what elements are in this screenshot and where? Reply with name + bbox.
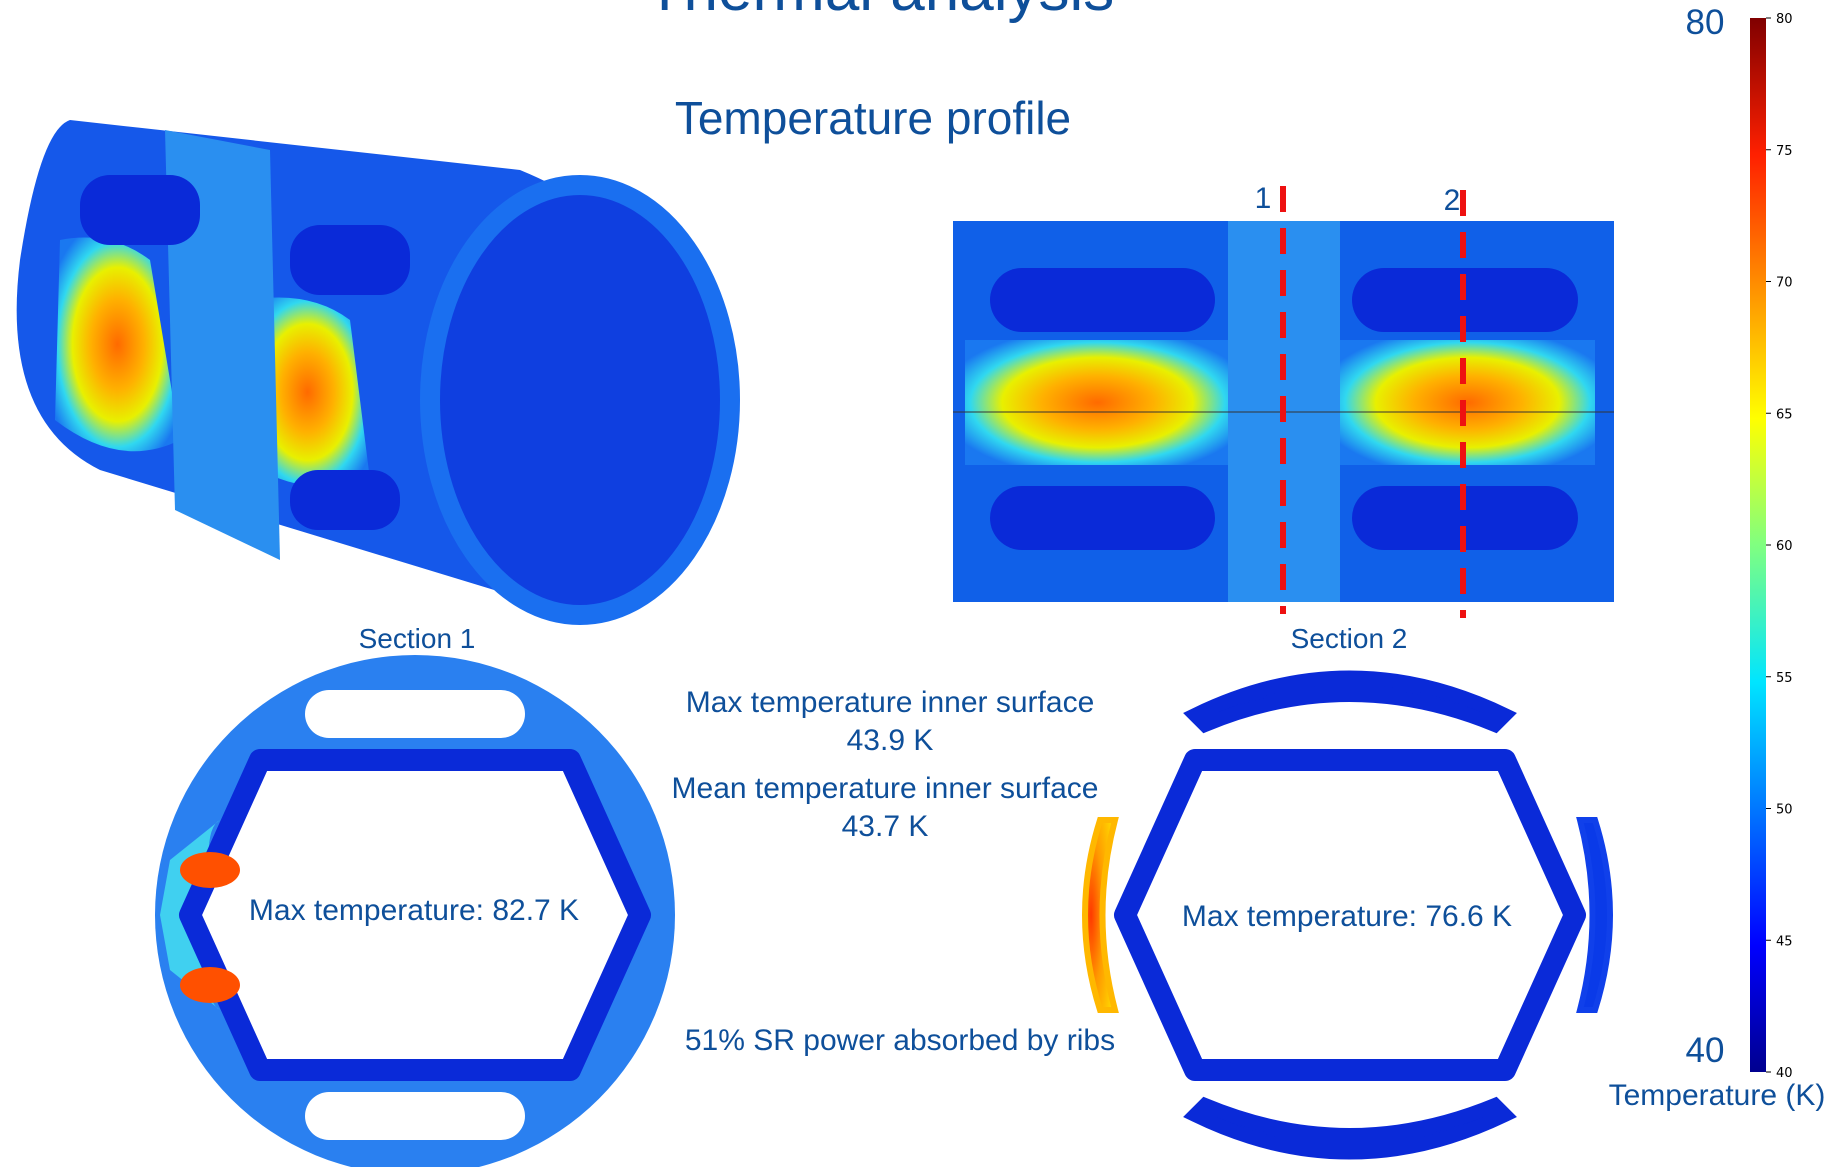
shape xyxy=(305,690,525,738)
colorbar-label: Temperature (K) xyxy=(1609,1079,1826,1112)
shape xyxy=(180,967,240,1003)
shape xyxy=(1340,340,1595,465)
title: Thermal analysis xyxy=(646,0,1115,24)
note: Mean temperature inner surface xyxy=(672,772,1099,805)
colorbar-tick-label: 65 xyxy=(1776,407,1793,422)
note: 51% SR power absorbed by ribs xyxy=(685,1024,1115,1057)
max-temperature: Max temperature: 76.6 K xyxy=(1182,900,1512,933)
side-view xyxy=(953,186,1614,618)
colorbar-max: 80 xyxy=(1686,3,1725,42)
page: Thermal analysis Temperature profile 1 2 xyxy=(0,0,1842,1167)
cut-label: 1 xyxy=(1255,182,1272,215)
shape xyxy=(990,486,1215,550)
section-label: Section 1 xyxy=(359,623,476,654)
shape xyxy=(290,225,410,295)
note-value: 43.7 K xyxy=(842,810,929,843)
shape xyxy=(290,470,400,530)
colorbar-tick-label: 50 xyxy=(1776,803,1793,818)
colorbar-tick-label: 70 xyxy=(1776,276,1793,291)
section-label: Section 2 xyxy=(1291,623,1408,654)
shape xyxy=(1195,1105,1505,1153)
max-temperature: Max temperature: 82.7 K xyxy=(249,894,579,927)
colorbar-ticks: 40 45 50 55 60 65 70 75 80 xyxy=(1766,12,1793,1081)
colorbar-min: 40 xyxy=(1686,1031,1725,1070)
colorbar-tick-label: 75 xyxy=(1776,144,1793,159)
shape xyxy=(80,175,200,245)
slide: Thermal analysis Temperature profile 1 2 xyxy=(0,0,1842,1167)
subtitle: Temperature profile xyxy=(675,92,1071,144)
shape xyxy=(430,185,730,615)
colorbar xyxy=(1750,18,1766,1072)
shape xyxy=(180,852,240,888)
shape xyxy=(990,268,1215,332)
note: Max temperature inner surface xyxy=(686,686,1095,719)
colorbar-tick-label: 60 xyxy=(1776,539,1793,554)
colorbar-tick-label: 55 xyxy=(1776,671,1793,686)
shape xyxy=(1195,678,1505,726)
shape xyxy=(965,340,1230,465)
cylinder-3d xyxy=(17,120,730,615)
shape xyxy=(305,1092,525,1140)
colorbar-tick-label: 80 xyxy=(1776,12,1793,27)
note-value: 43.9 K xyxy=(847,724,934,757)
colorbar-tick-label: 40 xyxy=(1776,1066,1793,1081)
shape xyxy=(1085,820,1115,1010)
colorbar-tick-label: 45 xyxy=(1776,934,1793,949)
cut-label: 2 xyxy=(1444,184,1461,217)
